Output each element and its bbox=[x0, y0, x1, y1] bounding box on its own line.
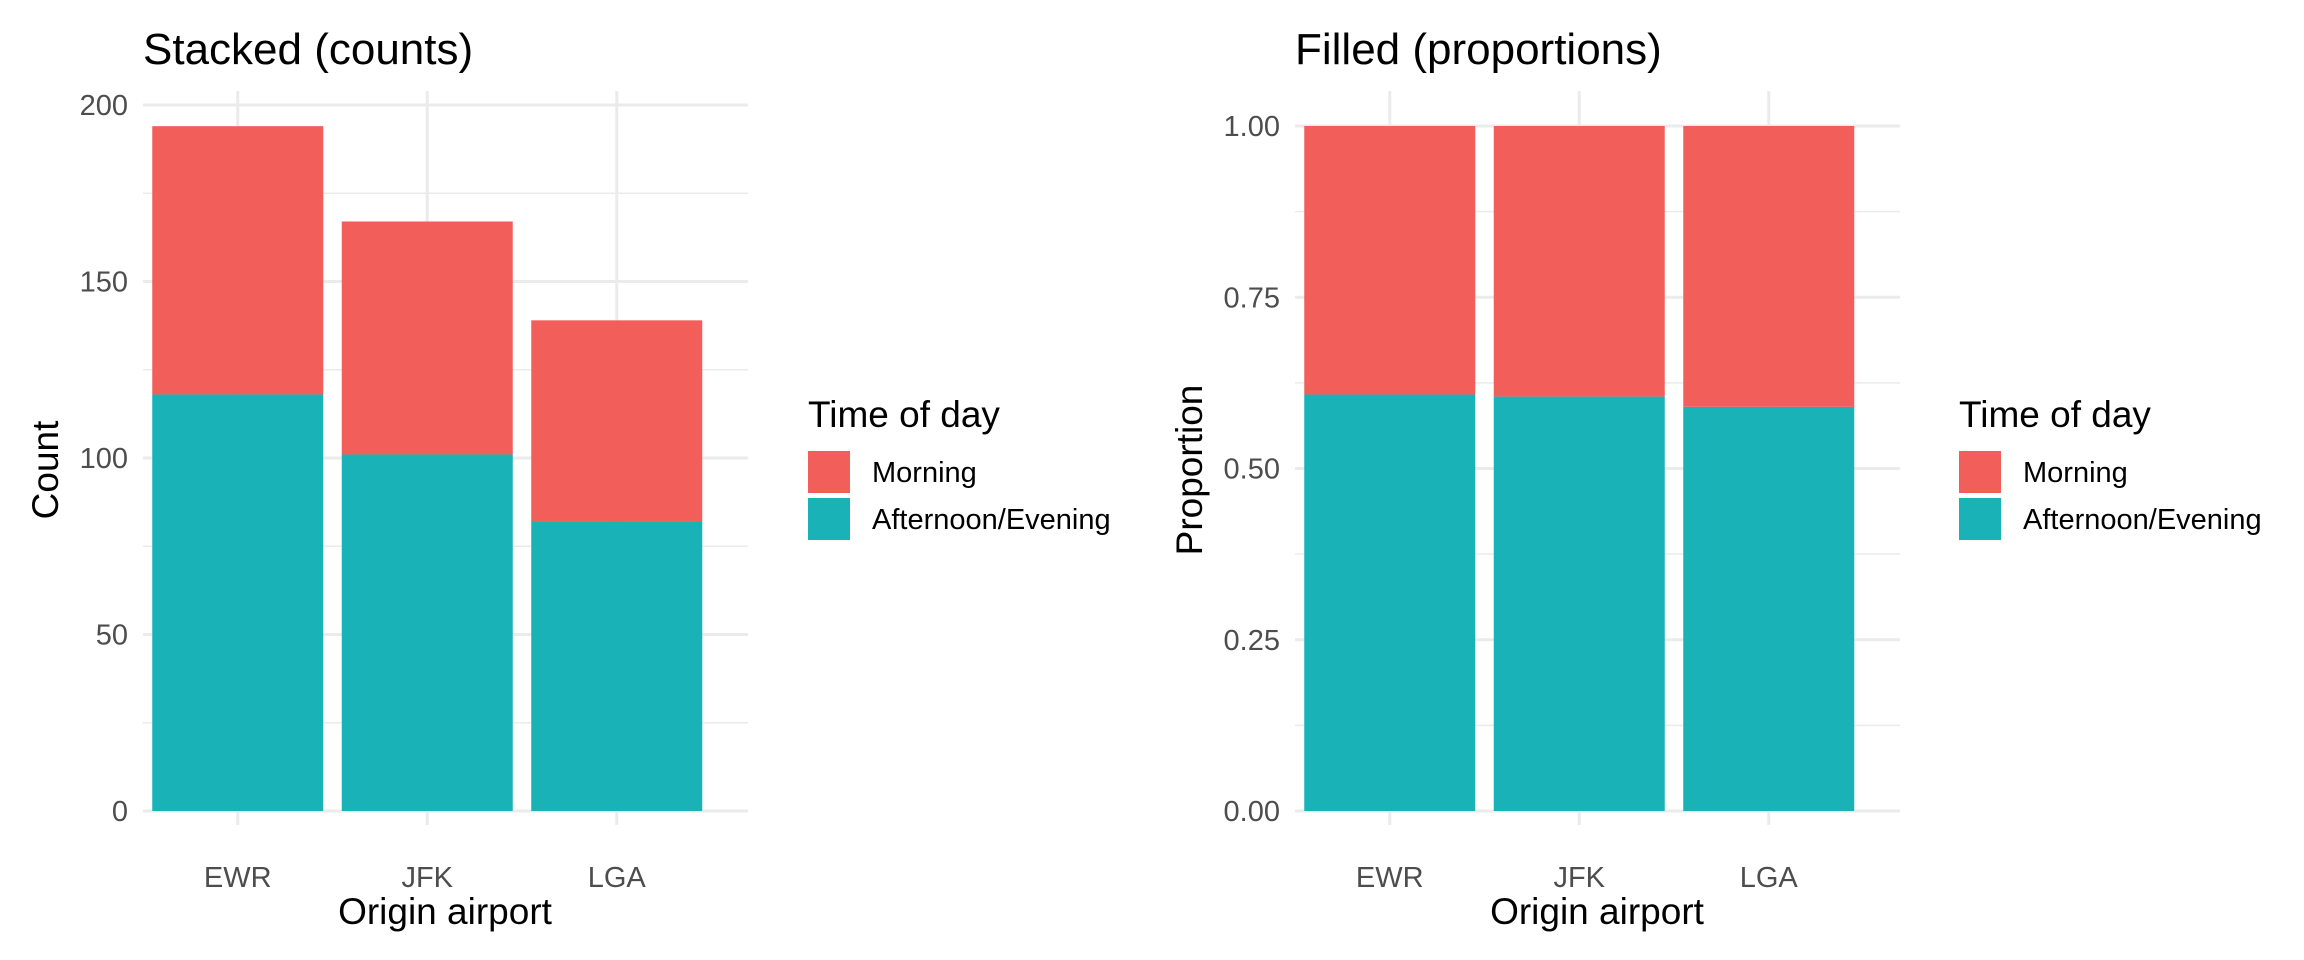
bar-afternoon-evening-jfk bbox=[341, 454, 513, 811]
x-tick-label: JFK bbox=[401, 862, 453, 894]
y-tick-label: 0.50 bbox=[1224, 454, 1280, 486]
y-tick-label: 50 bbox=[96, 620, 128, 652]
x-axis-title: Origin airport bbox=[338, 891, 553, 932]
bar-afternoon-evening-jfk bbox=[1493, 396, 1665, 811]
y-tick-label: 150 bbox=[80, 267, 128, 299]
bar-afternoon-evening-ewr bbox=[1304, 394, 1476, 811]
x-tick-label: JFK bbox=[1553, 862, 1605, 894]
y-tick-label: 0.25 bbox=[1224, 625, 1280, 657]
y-tick-labels: 0 50 100 150 200 bbox=[80, 90, 128, 828]
bars bbox=[152, 126, 703, 811]
y-tick-label: 1.00 bbox=[1224, 111, 1280, 143]
x-tick-label: LGA bbox=[1740, 862, 1799, 894]
x-tick-label: EWR bbox=[204, 862, 272, 894]
x-axis-title: Origin airport bbox=[1490, 891, 1705, 932]
bar-afternoon-evening-lga bbox=[1683, 406, 1855, 811]
y-axis-title: Count bbox=[25, 420, 66, 519]
x-tick-labels: EWR JFK LGA bbox=[204, 862, 647, 894]
bar-afternoon-evening-ewr bbox=[152, 394, 324, 811]
x-tick-label: EWR bbox=[1356, 862, 1424, 894]
legend-swatch-afternoon-evening bbox=[1959, 498, 2001, 540]
legend-swatch-morning bbox=[808, 451, 850, 493]
legend-label-afternoon-evening: Afternoon/Evening bbox=[2023, 504, 2262, 536]
legend: Time of day Morning Afternoon/Evening bbox=[808, 394, 1111, 540]
legend-swatch-morning bbox=[1959, 451, 2001, 493]
y-tick-labels: 0.00 0.25 0.50 0.75 1.00 bbox=[1224, 111, 1280, 828]
bar-morning-jfk bbox=[1493, 126, 1665, 397]
legend-label-morning: Morning bbox=[872, 457, 977, 489]
legend-title: Time of day bbox=[1959, 394, 2151, 435]
y-axis-title: Proportion bbox=[1169, 385, 1210, 556]
legend-swatch-afternoon-evening bbox=[808, 498, 850, 540]
y-tick-label: 0.00 bbox=[1224, 796, 1280, 828]
bar-morning-ewr bbox=[1304, 126, 1476, 395]
bar-morning-ewr bbox=[152, 126, 324, 395]
x-tick-label: LGA bbox=[588, 862, 647, 894]
bar-morning-jfk bbox=[341, 221, 513, 455]
y-tick-label: 0.75 bbox=[1224, 282, 1280, 314]
x-tick-labels: EWR JFK LGA bbox=[1356, 862, 1799, 894]
legend-label-afternoon-evening: Afternoon/Evening bbox=[872, 504, 1111, 536]
y-tick-label: 100 bbox=[80, 443, 128, 475]
legend-title: Time of day bbox=[808, 394, 1000, 435]
legend: Time of day Morning Afternoon/Evening bbox=[1959, 394, 2262, 540]
y-tick-label: 200 bbox=[80, 90, 128, 122]
bar-morning-lga bbox=[1683, 126, 1855, 407]
chart-title: Filled (proportions) bbox=[1295, 25, 1662, 74]
bar-morning-lga bbox=[531, 320, 703, 522]
filled-proportions-panel: Filled (proportions) 0.00 0.25 0.50 0.75 1.0… bbox=[1169, 25, 2262, 932]
bar-afternoon-evening-lga bbox=[531, 521, 703, 811]
bars bbox=[1304, 126, 1855, 811]
legend-label-morning: Morning bbox=[2023, 457, 2128, 489]
y-tick-label: 0 bbox=[112, 796, 128, 828]
chart-title: Stacked (counts) bbox=[143, 25, 473, 74]
